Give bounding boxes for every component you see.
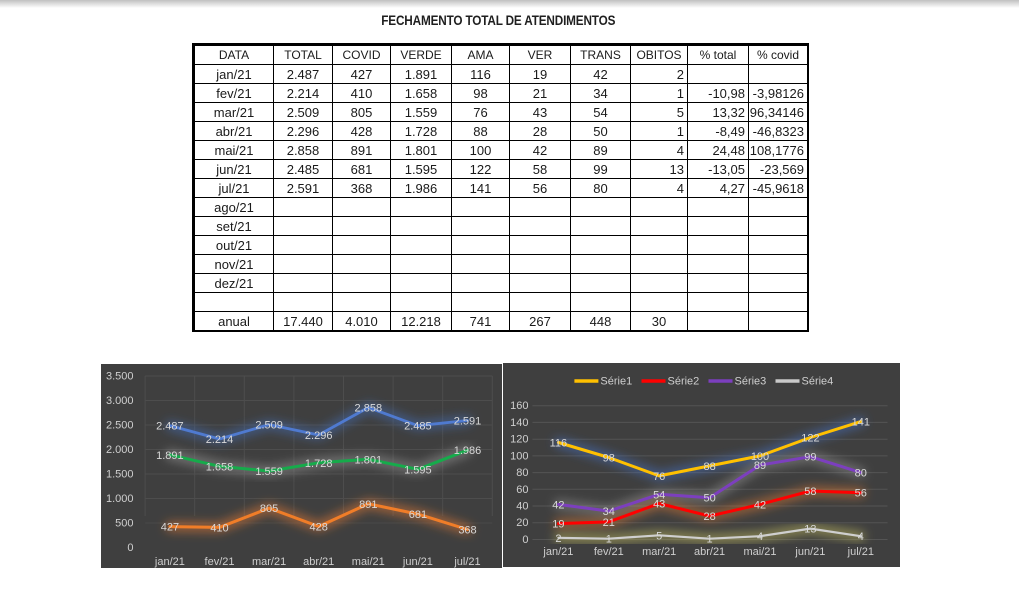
svg-text:3.500: 3.500 — [106, 371, 134, 383]
svg-text:jun/21: jun/21 — [402, 556, 433, 568]
svg-text:1.801: 1.801 — [355, 454, 383, 466]
svg-text:jun/21: jun/21 — [794, 546, 825, 558]
svg-text:1.658: 1.658 — [206, 461, 234, 473]
svg-text:99: 99 — [804, 452, 816, 464]
svg-text:2.485: 2.485 — [404, 421, 432, 433]
svg-text:1.595: 1.595 — [404, 464, 432, 476]
svg-text:160: 160 — [510, 400, 528, 412]
svg-text:Série4: Série4 — [802, 376, 834, 388]
svg-text:42: 42 — [552, 499, 564, 511]
svg-text:mar/21: mar/21 — [642, 546, 676, 558]
svg-text:34: 34 — [603, 506, 615, 518]
svg-text:43: 43 — [653, 499, 665, 511]
svg-text:13: 13 — [804, 524, 816, 536]
svg-text:abr/21: abr/21 — [303, 556, 334, 568]
svg-text:Série2: Série2 — [668, 376, 700, 388]
svg-text:891: 891 — [359, 499, 377, 511]
svg-text:56: 56 — [855, 488, 867, 500]
svg-text:427: 427 — [161, 522, 179, 534]
svg-text:2.591: 2.591 — [454, 416, 482, 428]
svg-text:100: 100 — [510, 450, 528, 462]
svg-text:141: 141 — [852, 417, 870, 429]
svg-text:mar/21: mar/21 — [252, 556, 286, 568]
svg-text:89: 89 — [754, 460, 766, 472]
svg-text:jul/21: jul/21 — [453, 556, 480, 568]
svg-text:Série3: Série3 — [735, 376, 767, 388]
svg-text:1.559: 1.559 — [255, 466, 283, 478]
svg-text:500: 500 — [115, 518, 133, 530]
svg-text:3.000: 3.000 — [106, 395, 134, 407]
svg-text:116: 116 — [550, 438, 568, 450]
svg-text:1.986: 1.986 — [454, 445, 482, 457]
svg-text:2.500: 2.500 — [106, 420, 134, 432]
svg-text:19: 19 — [552, 519, 564, 531]
svg-text:1: 1 — [606, 534, 612, 546]
svg-text:0: 0 — [127, 542, 133, 554]
svg-text:20: 20 — [516, 517, 528, 529]
svg-text:jul/21: jul/21 — [847, 546, 874, 558]
svg-text:2.000: 2.000 — [106, 444, 134, 456]
svg-text:50: 50 — [703, 493, 715, 505]
svg-text:80: 80 — [516, 467, 528, 479]
svg-text:2.296: 2.296 — [305, 430, 333, 442]
svg-text:120: 120 — [510, 434, 528, 446]
svg-text:2.487: 2.487 — [156, 421, 184, 433]
svg-text:5: 5 — [656, 530, 662, 542]
svg-text:4: 4 — [757, 531, 763, 543]
svg-text:28: 28 — [703, 511, 715, 523]
svg-text:54: 54 — [653, 489, 665, 501]
svg-text:jan/21: jan/21 — [154, 556, 185, 568]
svg-text:140: 140 — [510, 417, 528, 429]
svg-text:Série1: Série1 — [600, 376, 632, 388]
svg-text:98: 98 — [603, 453, 615, 465]
svg-text:1.000: 1.000 — [106, 493, 134, 505]
svg-text:2.858: 2.858 — [355, 403, 383, 415]
svg-text:2: 2 — [555, 533, 561, 545]
svg-text:mai/21: mai/21 — [743, 546, 776, 558]
svg-text:76: 76 — [653, 471, 665, 483]
svg-text:42: 42 — [754, 499, 766, 511]
svg-text:2.509: 2.509 — [255, 420, 283, 432]
svg-text:4: 4 — [858, 531, 864, 543]
svg-text:88: 88 — [703, 461, 715, 473]
svg-text:410: 410 — [210, 522, 228, 534]
svg-text:60: 60 — [516, 484, 528, 496]
svg-text:abr/21: abr/21 — [694, 546, 725, 558]
svg-text:2.214: 2.214 — [206, 434, 234, 446]
svg-text:80: 80 — [855, 468, 867, 480]
svg-text:mai/21: mai/21 — [352, 556, 385, 568]
svg-text:1.500: 1.500 — [106, 469, 134, 481]
svg-text:58: 58 — [804, 486, 816, 498]
svg-text:fev/21: fev/21 — [594, 546, 624, 558]
svg-text:fev/21: fev/21 — [205, 556, 235, 568]
svg-text:jan/21: jan/21 — [542, 546, 573, 558]
svg-text:21: 21 — [603, 517, 615, 529]
svg-text:428: 428 — [310, 522, 328, 534]
svg-text:805: 805 — [260, 503, 278, 515]
svg-text:122: 122 — [801, 433, 819, 445]
svg-text:40: 40 — [516, 501, 528, 513]
svg-text:1.891: 1.891 — [156, 450, 184, 462]
svg-text:681: 681 — [409, 509, 427, 521]
svg-text:368: 368 — [458, 525, 476, 537]
svg-text:1: 1 — [707, 534, 713, 546]
svg-text:0: 0 — [522, 534, 528, 546]
svg-text:100: 100 — [751, 451, 769, 463]
svg-text:1.728: 1.728 — [305, 458, 333, 470]
